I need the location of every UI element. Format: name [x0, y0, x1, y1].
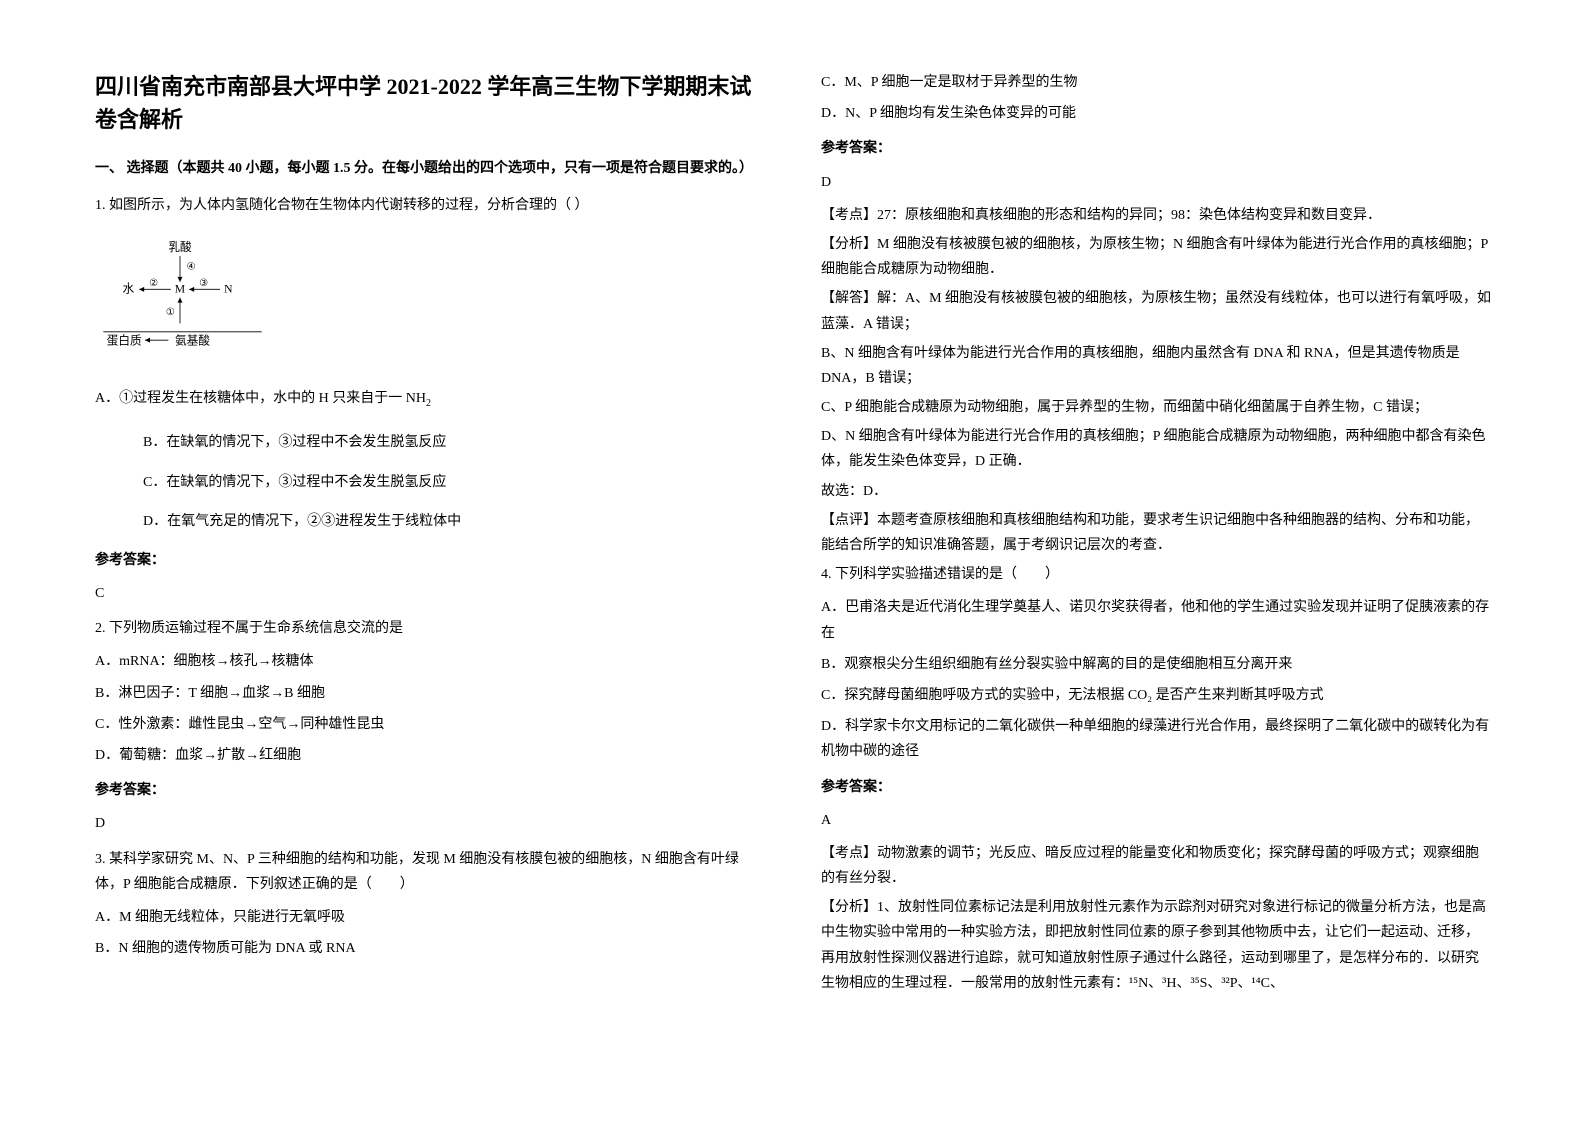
q1-opt-b: B．在缺氧的情况下，③过程中不会发生脱氢反应	[95, 430, 766, 455]
metabolism-diagram: 乳酸 ④ 水 ② M ③ N ①	[95, 236, 270, 361]
q3-opt-a: A．M 细胞无线粒体，只能进行无氧呼吸	[95, 905, 766, 930]
q3-jieda-d: D、N 细胞含有叶绿体为能进行光合作用的真核细胞；P 细胞能合成糖原为动物细胞，…	[821, 424, 1492, 474]
q4-kaodian: 【考点】动物激素的调节；光反应、暗反应过程的能量变化和物质变化；探究酵母菌的呼吸…	[821, 841, 1492, 891]
svg-text:乳酸: 乳酸	[168, 240, 192, 254]
q4-answer-label: 参考答案：	[821, 775, 1492, 800]
svg-text:③: ③	[199, 278, 208, 289]
left-column: 四川省南充市南部县大坪中学 2021-2022 学年高三生物下学期期末试卷含解析…	[95, 70, 766, 1006]
question-2: 2. 下列物质运输过程不属于生命系统信息交流的是 A．mRNA：细胞核→核孔→核…	[95, 616, 766, 836]
section-heading: 一、 选择题（本题共 40 小题，每小题 1.5 分。在每小题给出的四个选项中，…	[95, 156, 766, 181]
svg-text:①: ①	[166, 308, 175, 319]
q3-jieda-b: B、N 细胞含有叶绿体为能进行光合作用的真核细胞，细胞内虽然含有 DNA 和 R…	[821, 341, 1492, 391]
q1-text: 1. 如图所示，为人体内氢随化合物在生物体内代谢转移的过程，分析合理的（ ）	[95, 193, 766, 218]
q4-opt-a: A．巴甫洛夫是近代消化生理学奠基人、诺贝尔奖获得者，他和他的学生通过实验发现并证…	[821, 595, 1492, 645]
question-3: 3. 某科学家研究 M、N、P 三种细胞的结构和功能，发现 M 细胞没有核膜包被…	[95, 847, 766, 962]
q1-opt-d: D．在氧气充足的情况下，②③进程发生于线粒体中	[95, 509, 766, 534]
q3-dianping: 【点评】本题考查原核细胞和真核细胞结构和功能，要求考生识记细胞中各种细胞器的结构…	[821, 508, 1492, 558]
svg-text:④: ④	[187, 262, 196, 273]
q4-opt-b: B．观察根尖分生组织细胞有丝分裂实验中解离的目的是使细胞相互分离开来	[821, 652, 1492, 677]
q2-answer: D	[95, 811, 766, 836]
q3-text: 3. 某科学家研究 M、N、P 三种细胞的结构和功能，发现 M 细胞没有核膜包被…	[95, 847, 766, 897]
document-title: 四川省南充市南部县大坪中学 2021-2022 学年高三生物下学期期末试卷含解析	[95, 70, 766, 136]
svg-text:M: M	[175, 283, 186, 296]
svg-text:水: 水	[122, 283, 134, 296]
q4-opt-c: C．探究酵母菌细胞呼吸方式的实验中，无法根据 CO₂ 是否产生来判断其呼吸方式	[821, 683, 1492, 708]
q4-fenxi: 【分析】1、放射性同位素标记法是利用放射性元素作为示踪剂对研究对象进行标记的微量…	[821, 895, 1492, 996]
q3-answer-label: 参考答案：	[821, 136, 1492, 161]
q1-opt-c: C．在缺氧的情况下，③过程中不会发生脱氢反应	[95, 470, 766, 495]
q2-opt-a: A．mRNA：细胞核→核孔→核糖体	[95, 649, 766, 674]
q4-text: 4. 下列科学实验描述错误的是（ ）	[821, 562, 1492, 587]
q3-opt-b: B．N 细胞的遗传物质可能为 DNA 或 RNA	[95, 936, 766, 961]
q4-opt-d: D．科学家卡尔文用标记的二氧化碳供一种单细胞的绿藻进行光合作用，最终探明了二氧化…	[821, 714, 1492, 764]
svg-text:蛋白质: 蛋白质	[107, 334, 142, 348]
right-column: C．M、P 细胞一定是取材于异养型的生物 D．N、P 细胞均有发生染色体变异的可…	[821, 70, 1492, 1006]
q1-answer: C	[95, 581, 766, 606]
q3-answer: D	[821, 170, 1492, 195]
q3-opt-c: C．M、P 细胞一定是取材于异养型的生物	[821, 70, 1492, 95]
q2-opt-d: D．葡萄糖：血浆→扩散→红细胞	[95, 743, 766, 768]
q2-text: 2. 下列物质运输过程不属于生命系统信息交流的是	[95, 616, 766, 641]
q2-opt-c: C．性外激素：雌性昆虫→空气→同种雄性昆虫	[95, 712, 766, 737]
question-1: 1. 如图所示，为人体内氢随化合物在生物体内代谢转移的过程，分析合理的（ ） 乳…	[95, 193, 766, 606]
svg-text:②: ②	[149, 278, 158, 289]
q3-kaodian: 【考点】27：原核细胞和真核细胞的形态和结构的异同；98：染色体结构变异和数目变…	[821, 203, 1492, 228]
q3-jieda-c: C、P 细胞能合成糖原为动物细胞，属于异养型的生物，而细菌中硝化细菌属于自养生物…	[821, 395, 1492, 420]
q2-opt-b: B．淋巴因子：T 细胞→血浆→B 细胞	[95, 681, 766, 706]
question-4: 4. 下列科学实验描述错误的是（ ） A．巴甫洛夫是近代消化生理学奠基人、诺贝尔…	[821, 562, 1492, 996]
q4-answer: A	[821, 808, 1492, 833]
svg-text:N: N	[224, 283, 233, 296]
q1-opt-a: A．①过程发生在核糖体中，水中的 H 只来自于一 NH2	[95, 386, 766, 413]
q3-fenxi: 【分析】M 细胞没有核被膜包被的细胞核，为原核生物；N 细胞含有叶绿体为能进行光…	[821, 232, 1492, 282]
q3-guxuan: 故选：D．	[821, 479, 1492, 504]
q3-jieda: 【解答】解：A、M 细胞没有核被膜包被的细胞核，为原核生物；虽然没有线粒体，也可…	[821, 286, 1492, 336]
q2-answer-label: 参考答案：	[95, 778, 766, 803]
svg-text:氨基酸: 氨基酸	[175, 334, 210, 348]
q1-answer-label: 参考答案：	[95, 548, 766, 573]
q3-opt-d: D．N、P 细胞均有发生染色体变异的可能	[821, 101, 1492, 126]
